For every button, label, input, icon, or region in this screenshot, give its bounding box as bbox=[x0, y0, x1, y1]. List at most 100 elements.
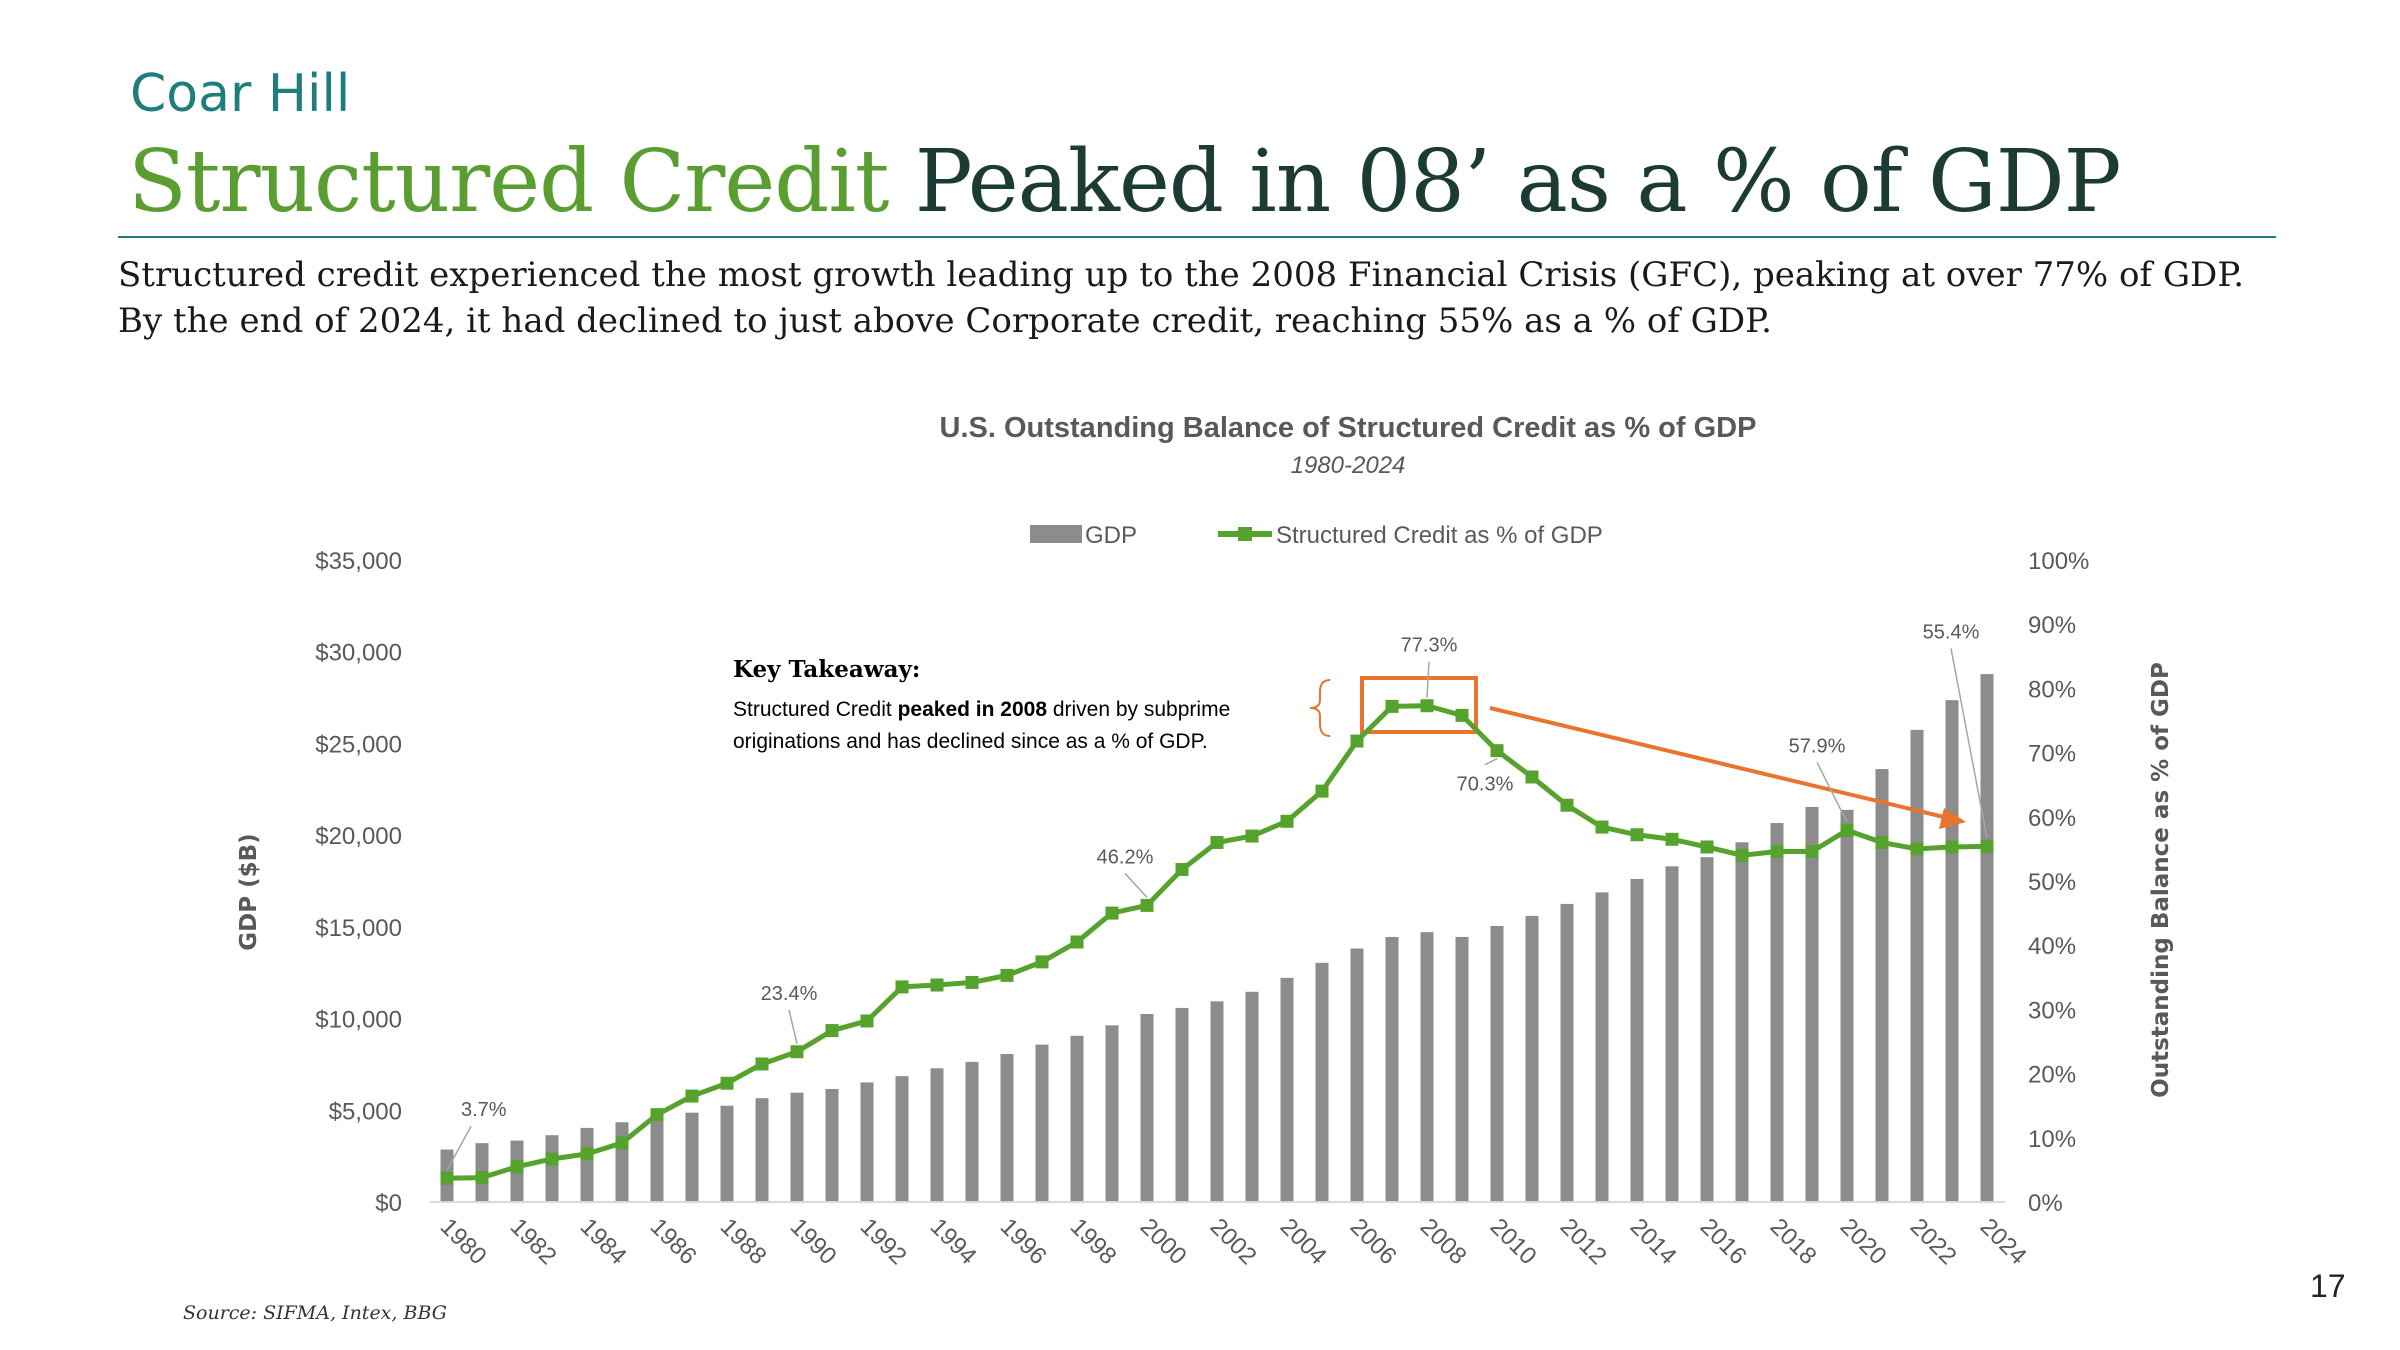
line-marker bbox=[1035, 955, 1049, 969]
data-label: 77.3% bbox=[1401, 635, 1458, 657]
page-title: Structured Credit Peaked in 08’ as a % o… bbox=[128, 132, 2122, 232]
gdp-bar bbox=[580, 1127, 594, 1202]
x-tick-label: 1982 bbox=[505, 1213, 562, 1270]
line-marker bbox=[1840, 823, 1854, 837]
gdp-bar bbox=[965, 1061, 979, 1202]
line-marker bbox=[1735, 848, 1749, 862]
line-marker bbox=[1980, 839, 1994, 853]
line-marker bbox=[1490, 744, 1504, 758]
y-axis-right: 0% 10% 20% 30% 40% 50% 60% 70% 80% 90% 100% bbox=[2028, 548, 2089, 1217]
gdp-bar bbox=[1630, 878, 1644, 1202]
x-tick-label: 1996 bbox=[995, 1213, 1052, 1270]
data-label-leader bbox=[1816, 761, 1848, 823]
line-marker bbox=[1875, 835, 1889, 849]
y-right-tick-label: 60% bbox=[2028, 805, 2076, 832]
y-right-tick-label: 20% bbox=[2028, 1062, 2076, 1089]
y-right-tick-label: 0% bbox=[2028, 1190, 2063, 1217]
gdp-bar bbox=[1700, 857, 1714, 1202]
source-note: Source: SIFMA, Intex, BBG bbox=[183, 1302, 447, 1324]
x-tick-label: 1986 bbox=[645, 1213, 702, 1270]
gdp-bar bbox=[720, 1105, 734, 1202]
callout-line-2: originations and has declined since as a… bbox=[733, 730, 1208, 753]
title-divider bbox=[118, 236, 2276, 238]
callout-line-1-pre: Structured Credit bbox=[733, 698, 898, 721]
gdp-bar bbox=[1770, 823, 1784, 1202]
data-label: 70.3% bbox=[1457, 774, 1514, 796]
y-left-tick-label: $0 bbox=[375, 1190, 402, 1217]
x-tick-label: 2006 bbox=[1345, 1213, 1402, 1270]
line-marker bbox=[720, 1076, 734, 1090]
data-label-leader bbox=[1426, 661, 1430, 698]
line-marker bbox=[1280, 814, 1294, 828]
data-label-leader bbox=[1484, 758, 1498, 766]
x-tick-label: 1988 bbox=[715, 1213, 772, 1270]
y-left-tick-label: $5,000 bbox=[329, 1098, 402, 1125]
data-label-leader bbox=[1124, 872, 1148, 898]
peak-highlight bbox=[1309, 676, 1966, 829]
x-tick-label: 2010 bbox=[1485, 1213, 1542, 1270]
line-marker bbox=[930, 978, 944, 992]
y-right-tick-label: 70% bbox=[2028, 741, 2076, 768]
title-rest: Peaked in 08’ as a % of GDP bbox=[888, 132, 2122, 232]
chart-title: U.S. Outstanding Balance of Structured C… bbox=[940, 412, 1757, 444]
intro-paragraph: Structured credit experienced the most g… bbox=[118, 255, 2245, 341]
callout-line-1-bold: peaked in 2008 bbox=[898, 698, 1048, 721]
x-tick-label: 1992 bbox=[855, 1213, 912, 1270]
gdp-bar bbox=[1525, 915, 1539, 1202]
x-tick-label: 1990 bbox=[785, 1213, 842, 1270]
line-marker bbox=[1245, 829, 1259, 843]
gdp-bar bbox=[615, 1122, 629, 1202]
gdp-bar bbox=[650, 1117, 664, 1202]
x-tick-label: 2004 bbox=[1275, 1213, 1332, 1270]
gdp-bar bbox=[1735, 842, 1749, 1202]
line-marker bbox=[1000, 968, 1014, 982]
gdp-bar bbox=[1175, 1007, 1189, 1202]
data-labels: 3.7% 23.4% 46.2% 77.3% 70.3% 57.9% 55.4% bbox=[446, 621, 1988, 1171]
y-right-tick-label: 30% bbox=[2028, 997, 2076, 1024]
y-right-tick-label: 90% bbox=[2028, 612, 2076, 639]
line-marker bbox=[1385, 699, 1399, 713]
gdp-bar bbox=[1595, 892, 1609, 1202]
callout: Key Takeaway: Structured Credit peaked i… bbox=[733, 656, 1230, 753]
line-marker bbox=[1910, 842, 1924, 856]
x-tick-label: 1998 bbox=[1065, 1213, 1122, 1270]
line-marker bbox=[1315, 784, 1329, 798]
line-marker bbox=[1140, 898, 1154, 912]
x-tick-label: 1980 bbox=[435, 1213, 492, 1270]
x-tick-label: 1984 bbox=[575, 1213, 632, 1270]
gdp-bar bbox=[1455, 936, 1469, 1202]
line-marker bbox=[1665, 832, 1679, 846]
line-marker bbox=[1455, 708, 1469, 722]
line-marker bbox=[1770, 844, 1784, 858]
gdp-bar bbox=[825, 1089, 839, 1202]
callout-line-1: Structured Credit peaked in 2008 driven … bbox=[733, 698, 1230, 721]
line-marker bbox=[1805, 844, 1819, 858]
y-left-tick-label: $20,000 bbox=[315, 823, 402, 850]
gdp-bar bbox=[1140, 1013, 1154, 1202]
x-tick-label: 2022 bbox=[1905, 1213, 1962, 1270]
x-tick-label: 2020 bbox=[1835, 1213, 1892, 1270]
peak-highlight-box bbox=[1360, 676, 1478, 734]
y-left-tick-label: $15,000 bbox=[315, 915, 402, 942]
gdp-bar bbox=[1350, 948, 1364, 1202]
callout-heading: Key Takeaway: bbox=[733, 656, 920, 683]
y-left-tick-label: $35,000 bbox=[315, 548, 402, 575]
line-marker bbox=[790, 1045, 804, 1059]
line-marker bbox=[1945, 840, 1959, 854]
line-marker bbox=[475, 1171, 489, 1185]
gdp-bar bbox=[1105, 1025, 1119, 1202]
y-left-tick-label: $25,000 bbox=[315, 731, 402, 758]
callout-brace bbox=[1309, 679, 1331, 737]
line-marker bbox=[1210, 835, 1224, 849]
gdp-bar bbox=[1875, 769, 1889, 1202]
line-marker bbox=[825, 1024, 839, 1038]
line-marker bbox=[1630, 828, 1644, 842]
callout-line-1-post: driven by subprime bbox=[1047, 698, 1230, 721]
line-marker bbox=[965, 975, 979, 989]
y-axis-left-label: GDP ($B) bbox=[236, 833, 262, 950]
gdp-bar bbox=[1000, 1053, 1014, 1202]
line-marker bbox=[580, 1147, 594, 1161]
gdp-bar bbox=[1840, 809, 1854, 1202]
data-label-leader bbox=[1950, 648, 1988, 839]
x-tick-label: 1994 bbox=[925, 1213, 982, 1270]
